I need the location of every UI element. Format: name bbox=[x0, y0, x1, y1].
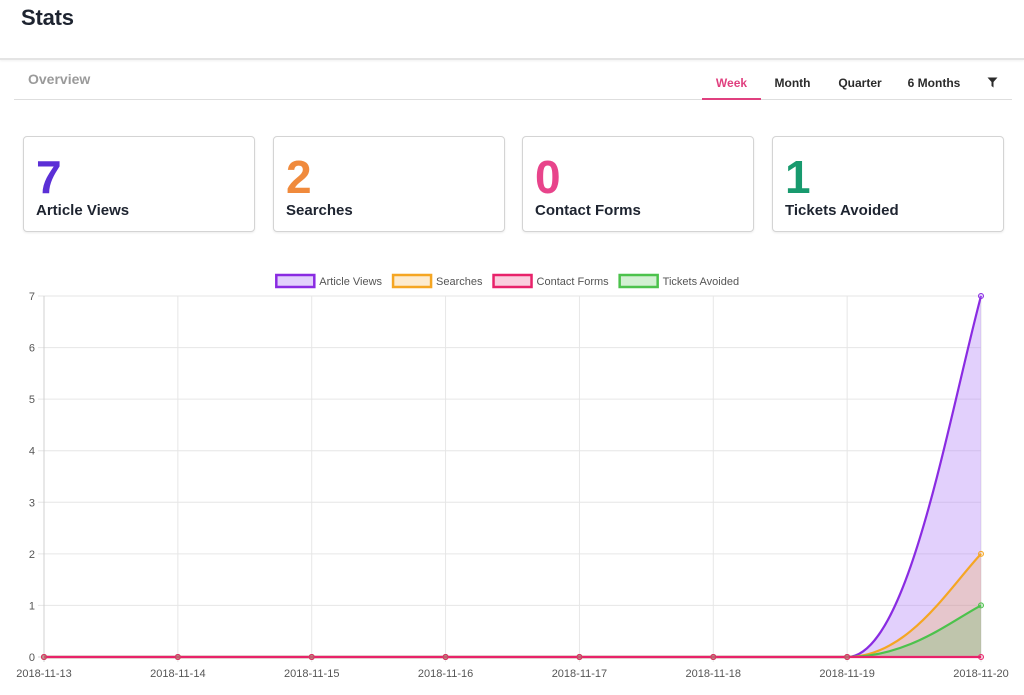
series-line-tickets-avoided bbox=[44, 604, 982, 659]
legend-label: Searches bbox=[436, 276, 483, 288]
x-tick-label: 2018-11-17 bbox=[552, 668, 607, 680]
y-tick-label: 5 bbox=[29, 394, 35, 406]
data-point-contact-forms bbox=[41, 654, 47, 660]
legend-item-article-views: Article Views bbox=[275, 273, 383, 289]
legend-swatch bbox=[492, 273, 533, 289]
tab-week[interactable]: Week bbox=[702, 62, 761, 100]
y-tick-label: 4 bbox=[29, 446, 35, 458]
x-tick-label: 2018-11-20 bbox=[953, 668, 1008, 680]
stat-card-contact-forms: 0 Contact Forms bbox=[522, 136, 754, 232]
y-tick-label: 2 bbox=[29, 549, 35, 561]
legend-label: Tickets Avoided bbox=[663, 276, 739, 288]
stat-label: Article Views bbox=[36, 202, 130, 219]
overview-label: Overview bbox=[28, 71, 91, 87]
stat-card-article-views: 7 Article Views bbox=[23, 136, 255, 232]
chart-lines bbox=[44, 295, 983, 659]
legend-swatch bbox=[391, 273, 433, 289]
x-axis: 2018-11-13 2018-11-14 2018-11-15 2018-11-16… bbox=[16, 668, 1008, 680]
series-area-tickets-avoided bbox=[44, 605, 981, 657]
data-point-article-views bbox=[978, 293, 984, 299]
stat-label: Contact Forms bbox=[535, 202, 641, 219]
x-tick-label: 2018-11-14 bbox=[150, 668, 205, 680]
x-tick-label: 2018-11-15 bbox=[284, 668, 339, 680]
y-tick-label: 3 bbox=[29, 497, 35, 509]
x-tick-label: 2018-11-18 bbox=[686, 668, 741, 680]
data-point-contact-forms bbox=[576, 654, 583, 660]
data-point-contact-forms bbox=[308, 654, 315, 660]
data-point-searches bbox=[978, 550, 984, 557]
data-point-contact-forms bbox=[844, 654, 851, 660]
stat-value: 2 bbox=[286, 151, 312, 203]
data-point-tickets-avoided bbox=[978, 602, 984, 609]
y-tick-label: 1 bbox=[29, 600, 35, 612]
stat-value: 0 bbox=[535, 151, 561, 203]
y-tick-label: 0 bbox=[29, 652, 35, 664]
stat-card-searches: 2 Searches bbox=[273, 136, 505, 232]
tab-month[interactable]: Month bbox=[774, 76, 811, 90]
legend-swatch bbox=[275, 273, 316, 289]
data-point-contact-forms bbox=[174, 654, 181, 660]
stat-value: 1 bbox=[785, 151, 811, 203]
tab-quarter[interactable]: Quarter bbox=[838, 76, 882, 90]
stat-label: Tickets Avoided bbox=[785, 202, 899, 219]
data-point-contact-forms bbox=[710, 654, 717, 660]
stat-card-tickets-avoided: 1 Tickets Avoided bbox=[772, 136, 1004, 232]
chart-legend: Article Views Searches Contact Forms Ticket… bbox=[275, 273, 739, 289]
x-tick-label: 2018-11-16 bbox=[418, 668, 473, 680]
stats-subnav: Overview Week Month Quarter 6 Months bbox=[14, 62, 1012, 100]
page-title: Stats bbox=[21, 5, 74, 30]
x-tick-label: 2018-11-19 bbox=[819, 668, 874, 680]
series-line-article-views bbox=[44, 295, 983, 659]
series-area-article-views bbox=[44, 296, 981, 657]
filter-button[interactable] bbox=[972, 62, 1012, 100]
stat-value: 7 bbox=[36, 151, 62, 203]
period-tabs: Week Month Quarter 6 Months bbox=[702, 62, 1012, 100]
data-point-contact-forms bbox=[978, 654, 984, 660]
filter-icon bbox=[987, 77, 997, 88]
chart-points bbox=[41, 293, 984, 660]
legend-item-contact-forms: Contact Forms bbox=[492, 273, 610, 289]
chart-fills bbox=[44, 296, 981, 657]
stat-label: Searches bbox=[286, 202, 353, 219]
y-axis: 0 1 2 3 4 5 6 7 bbox=[29, 291, 35, 664]
legend-item-tickets-avoided: Tickets Avoided bbox=[618, 273, 739, 289]
tab-6-months[interactable]: 6 Months bbox=[907, 76, 961, 90]
x-tick-label: 2018-11-13 bbox=[16, 668, 71, 680]
y-tick-label: 7 bbox=[29, 291, 35, 303]
legend-swatch bbox=[618, 273, 659, 289]
chart-grid bbox=[38, 295, 982, 662]
legend-label: Article Views bbox=[319, 276, 382, 288]
y-tick-label: 6 bbox=[29, 343, 35, 355]
legend-label: Contact Forms bbox=[537, 276, 610, 288]
page-header: Stats bbox=[0, 0, 1024, 60]
legend-item-searches: Searches bbox=[391, 273, 483, 289]
data-point-contact-forms bbox=[442, 654, 449, 660]
